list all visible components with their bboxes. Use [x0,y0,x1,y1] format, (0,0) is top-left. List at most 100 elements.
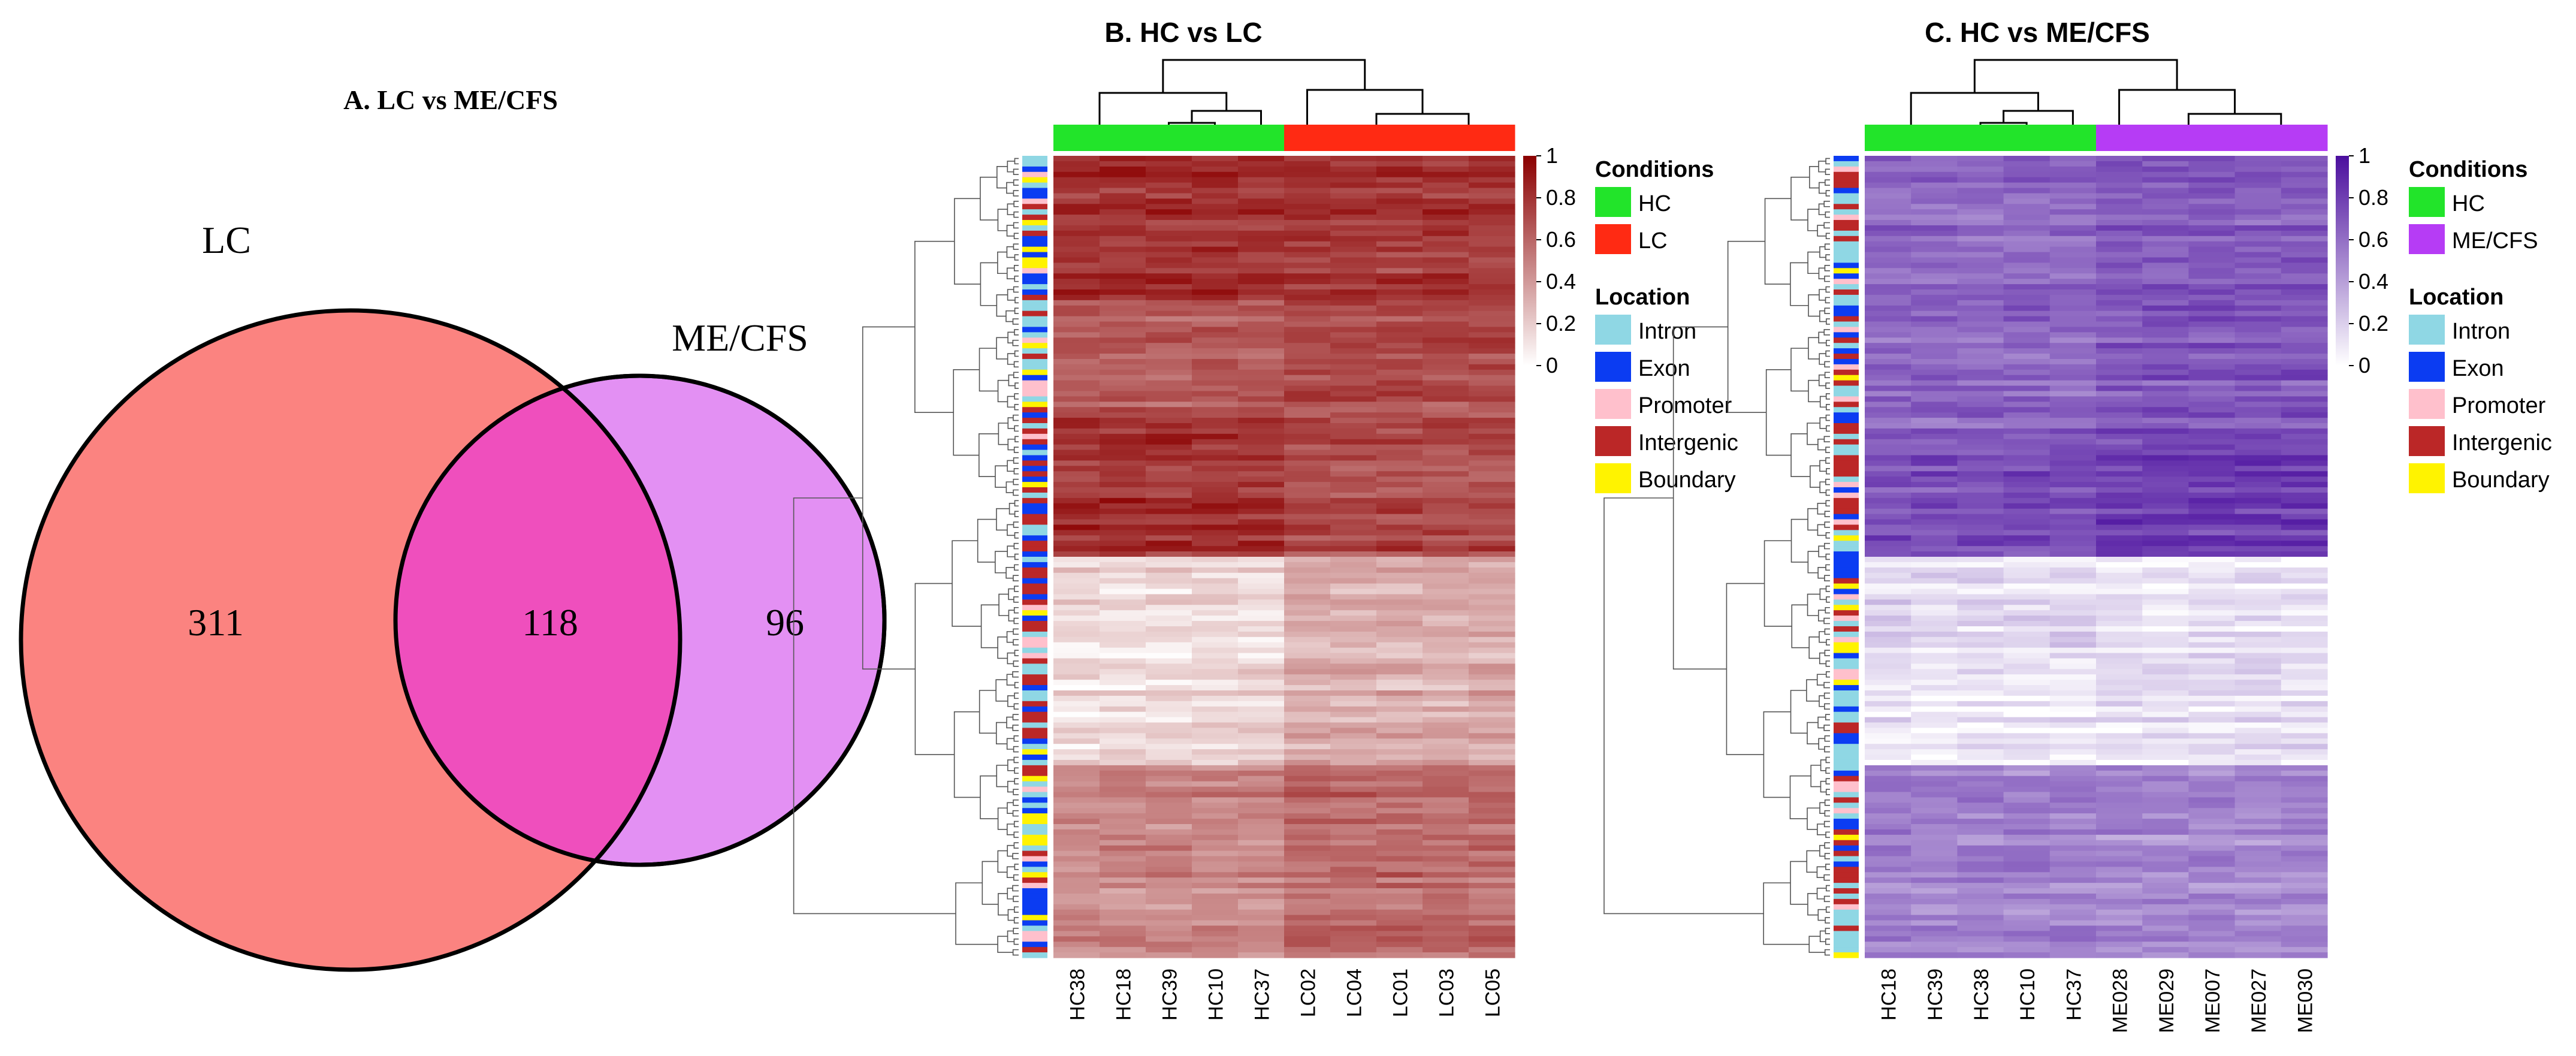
heatmap-cell [2096,332,2143,338]
heatmap-cell [1146,497,1192,504]
location-cell [1834,492,1859,499]
heatmap-cell [2096,407,2143,413]
row-dendro-branch [1790,861,1808,905]
heatmap-cell [1100,546,1146,552]
heatmap-cell [2281,567,2328,574]
heatmap-cell [1911,268,1958,274]
heatmap-cell [2096,942,2143,948]
heatmap-cell [1100,765,1146,771]
heatmap-cell [1053,497,1100,504]
heatmap-cell [1192,343,1239,349]
heatmap-cell [1100,289,1146,295]
heatmap-cell [1469,653,1515,659]
heatmap-cell [1330,653,1377,659]
heatmap-cell [1423,380,1469,387]
heatmap-cell [1100,861,1146,867]
heatmap-cell [2096,802,2143,808]
heatmap-cell [2188,728,2236,734]
heatmap-cell [1376,364,1423,370]
heatmap-cell [2142,717,2189,723]
heatmap-cell [2188,669,2236,675]
heatmap-cell [1469,808,1515,814]
row-dendro-branch [1825,885,1830,892]
heatmap-cell [2096,508,2143,515]
heatmap-cell [2003,396,2050,402]
row-dendro-branch [1014,532,1019,539]
heatmap-cell [2003,594,2050,600]
location-cell [1022,268,1047,274]
heatmap-cell [1238,690,1285,696]
heatmap-cell [2003,711,2050,718]
heatmap-cell [2281,546,2328,552]
heatmap-cell [2142,680,2189,686]
heatmap-cell [1100,744,1146,750]
heatmap-cell [1911,364,1958,370]
heatmap-cell [1911,877,1958,883]
location-cell [1022,888,1047,894]
heatmap-cell [1330,257,1377,263]
heatmap-cell [2003,759,2050,766]
heatmap-cell [1146,412,1192,418]
heatmap-cell [2234,663,2282,669]
heatmap-cell [1911,680,1958,686]
heatmap-cell [2188,733,2236,739]
heatmap-cell [1911,728,1958,734]
heatmap-cell [1284,802,1331,808]
heatmap-cell [1911,883,1958,889]
heatmap-cell [1238,332,1285,338]
heatmap-cell [1053,621,1100,627]
heatmap-cell [1146,755,1192,761]
colorbar-tick-label: 1 [2358,143,2370,168]
location-cell [1834,263,1859,268]
heatmap-cell [2234,695,2282,702]
row-dendro-branch [1012,714,1019,720]
colorbar-gradient [1523,156,1536,366]
heatmap-cell [1330,305,1377,312]
row-dendro-branch [1007,695,1015,707]
heatmap-cell [2234,428,2282,435]
heatmap-cell [1330,407,1377,413]
heatmap-cell [2234,530,2282,536]
heatmap-cell [1192,557,1239,563]
location-cell [1022,770,1047,777]
heatmap-cell [1469,230,1515,237]
heatmap-cell [1100,471,1146,477]
heatmap-cell [2281,310,2328,317]
heatmap-cell [2049,433,2097,440]
heatmap-cell [2003,738,2050,744]
heatmap-cell [2281,273,2328,279]
heatmap-cell [2281,204,2328,210]
heatmap-cell [1423,925,1469,931]
heatmap-cell [2049,215,2097,221]
location-cell [1834,455,1859,461]
heatmap-cell [1238,867,1285,873]
heatmap-cell [1146,273,1192,279]
heatmap-cell [2188,942,2236,948]
heatmap-cell [1423,284,1469,290]
heatmap-cell [1192,717,1239,723]
heatmap-cell [2188,557,2236,563]
heatmap-cell [2188,482,2236,488]
heatmap-cell [1146,332,1192,338]
heatmap-cell [2096,904,2143,910]
heatmap-cell [2003,358,2050,365]
location-cell [1834,824,1859,830]
heatmap-cell [1238,385,1285,392]
heatmap-cell [1376,279,1423,285]
heatmap-cell [1284,177,1331,183]
heatmap-cell [1376,535,1423,541]
heatmap-cell [1146,541,1192,547]
location-cell [1834,439,1859,445]
heatmap-cell [1865,631,1911,638]
heatmap-cell [2234,872,2282,878]
heatmap-cell [2281,230,2328,237]
heatmap-cell [2003,546,2050,552]
heatmap-cell [1192,279,1239,285]
heatmap-cell [1192,327,1239,333]
heatmap-cell [2188,284,2236,290]
heatmap-cell [1423,177,1469,183]
venn-outline-mecfs [393,373,887,867]
heatmap-cell [1238,583,1285,590]
heatmap-cell [2281,279,2328,285]
heatmap-cell [1053,358,1100,365]
